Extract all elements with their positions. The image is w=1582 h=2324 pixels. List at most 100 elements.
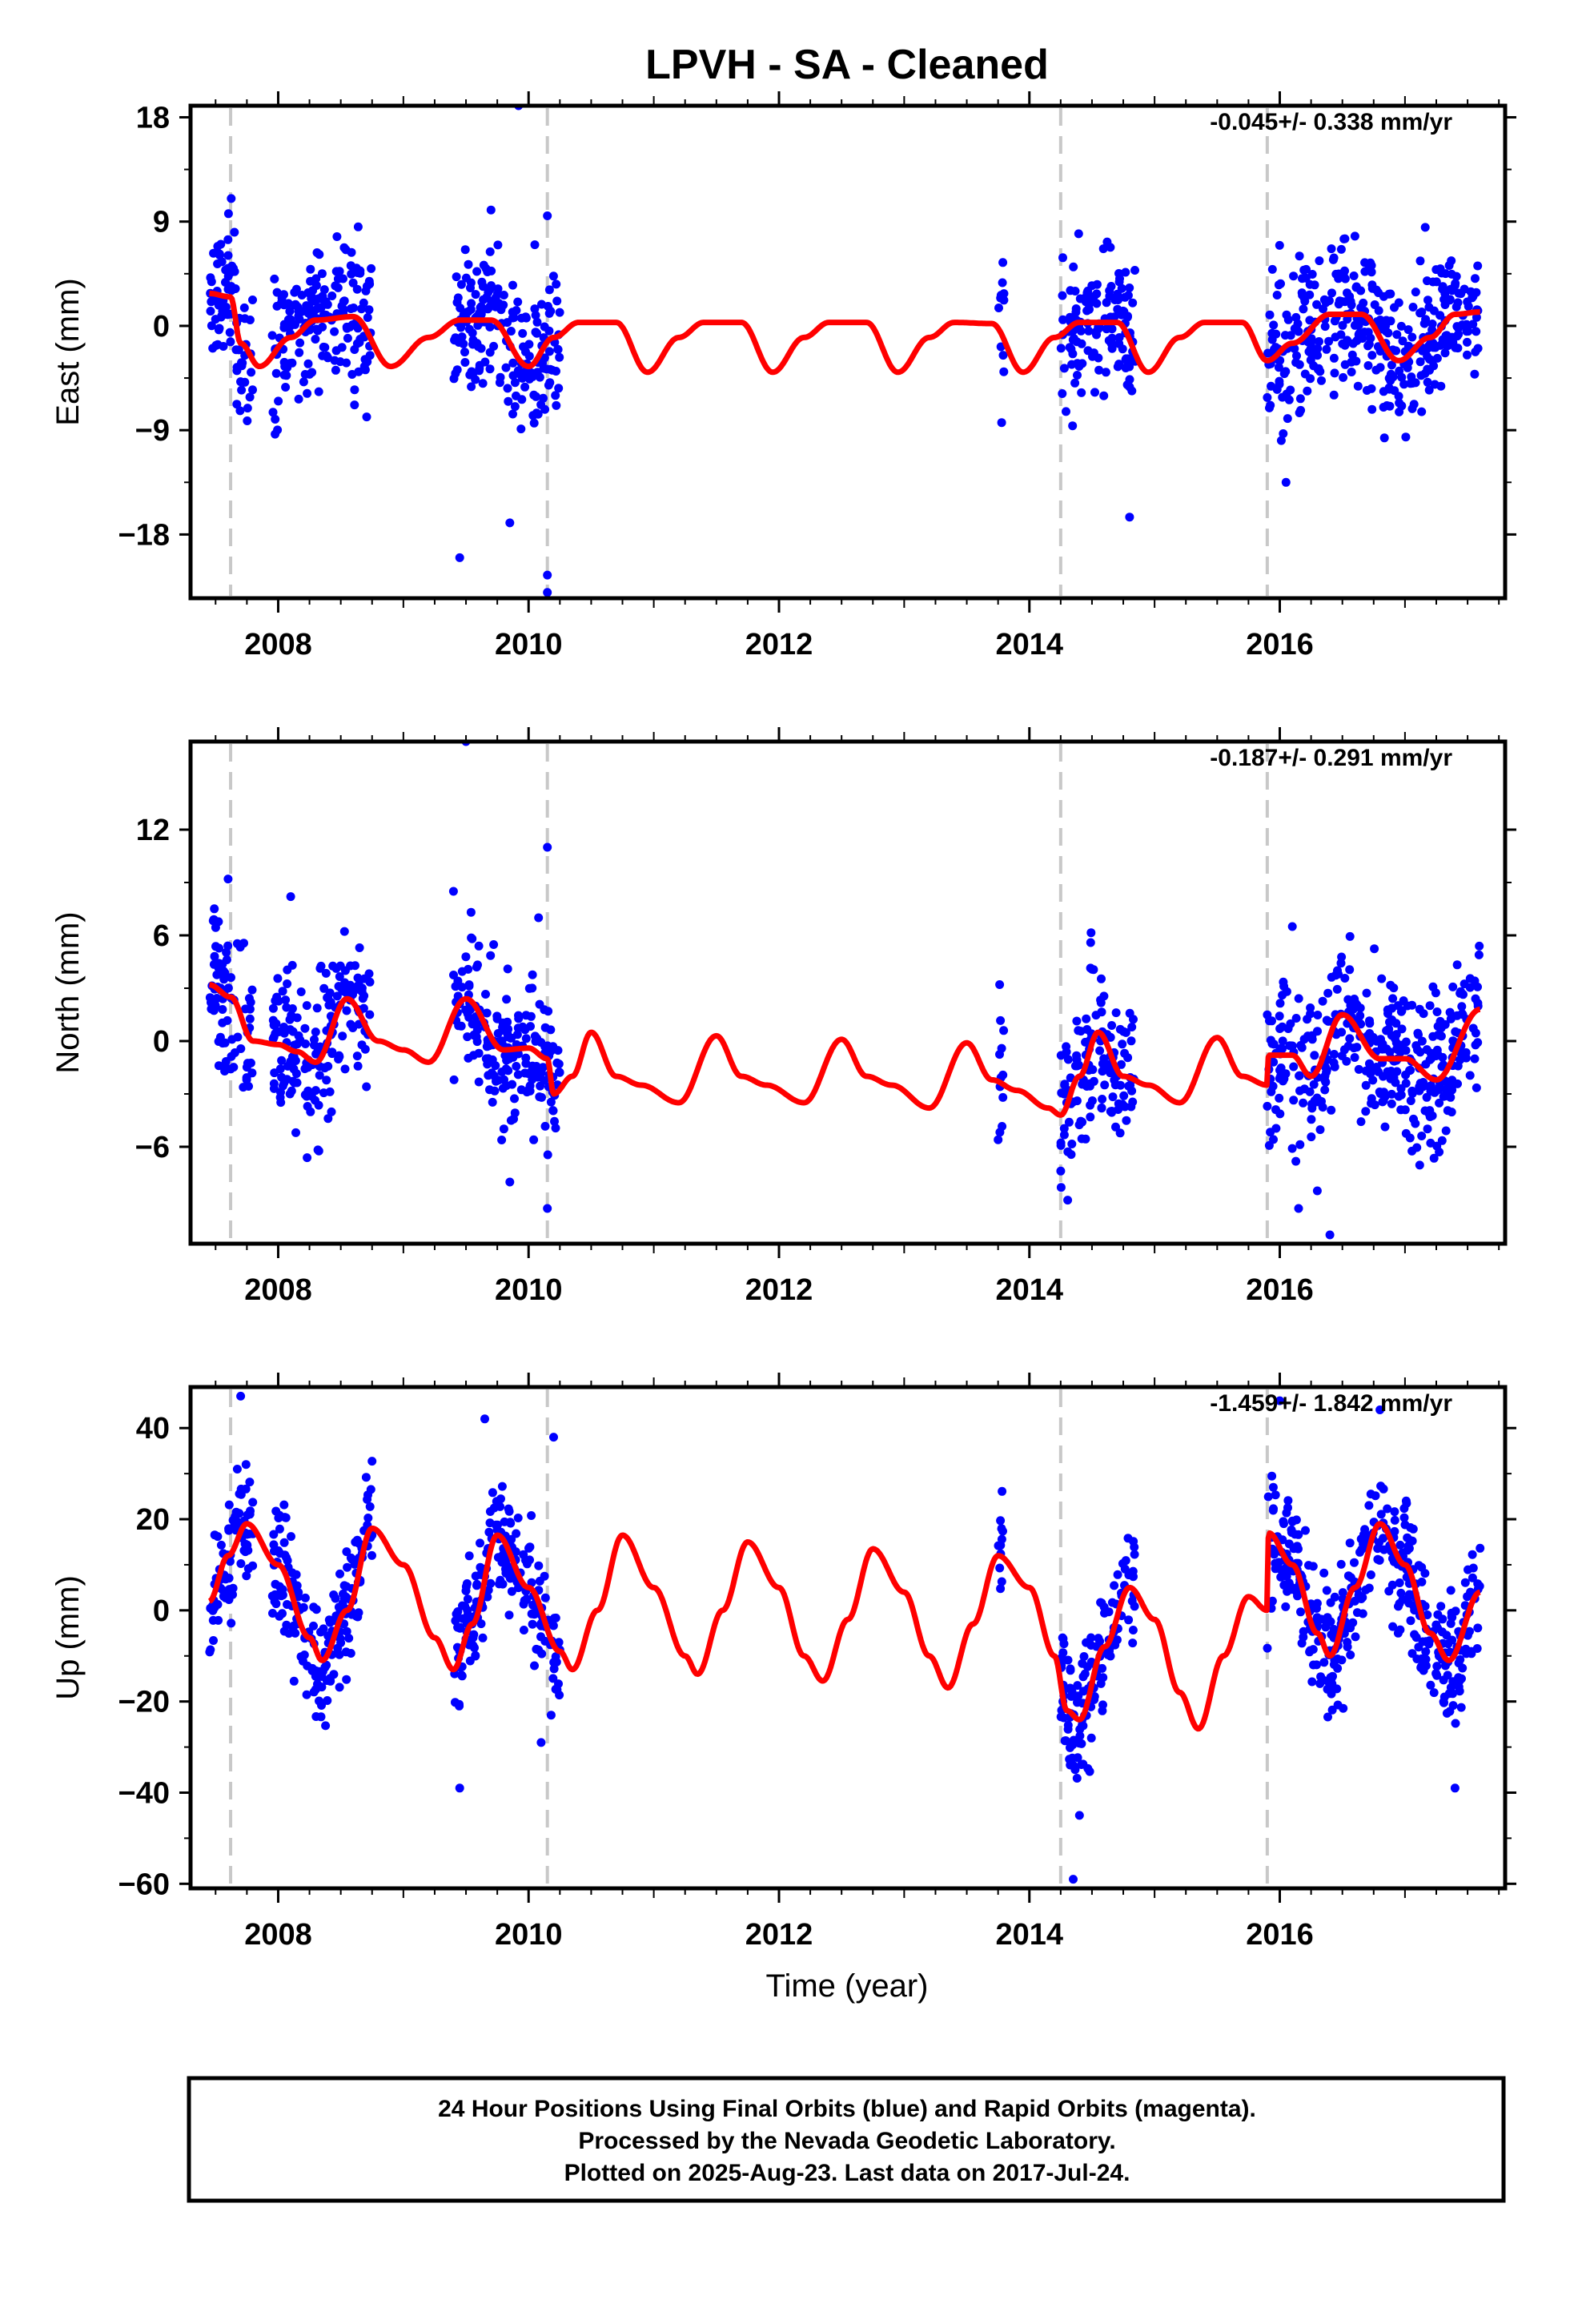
data-point (1312, 1186, 1322, 1196)
data-point (554, 1059, 564, 1069)
data-point (274, 396, 283, 406)
data-point (529, 1135, 539, 1144)
data-point (1070, 287, 1080, 296)
data-point (1424, 385, 1434, 395)
data-point (296, 1652, 306, 1662)
data-point (467, 299, 476, 308)
data-point (1345, 931, 1355, 941)
data-point (1346, 1623, 1355, 1633)
data-point (532, 317, 542, 327)
data-point (300, 1593, 310, 1602)
data-point (1425, 1001, 1435, 1011)
data-point (516, 424, 526, 434)
data-point (503, 1562, 512, 1571)
data-point (1321, 1077, 1331, 1087)
data-point (1436, 1031, 1446, 1041)
data-point (317, 1701, 326, 1710)
data-point (290, 1040, 299, 1050)
data-point (508, 409, 517, 419)
data-point (247, 1068, 257, 1078)
data-point (504, 1506, 514, 1516)
data-point (1420, 223, 1430, 232)
data-point (551, 1613, 560, 1622)
data-point (1128, 1638, 1138, 1648)
data-point (208, 1606, 218, 1615)
data-point (219, 975, 229, 984)
data-point (211, 1001, 220, 1011)
data-point (1408, 1524, 1418, 1534)
data-point (1058, 253, 1067, 263)
x-tick-label: 2012 (745, 628, 813, 661)
data-point (485, 364, 495, 374)
data-point (282, 371, 291, 380)
data-point (1301, 1526, 1310, 1535)
data-point (277, 293, 287, 303)
data-point (287, 358, 297, 368)
data-point (1433, 1610, 1443, 1619)
data-point (1385, 401, 1395, 411)
data-point (1382, 1026, 1391, 1035)
data-point (512, 1062, 521, 1071)
data-point (1315, 1125, 1325, 1135)
data-point (290, 287, 299, 297)
data-point (1472, 287, 1481, 297)
y-axis-title: East (mm) (50, 278, 86, 425)
data-point (245, 316, 255, 324)
data-point (548, 1674, 558, 1683)
data-point (471, 1571, 480, 1581)
x-tick-label: 2010 (495, 1918, 563, 1952)
data-point (1312, 1614, 1322, 1624)
data-point (347, 269, 356, 279)
data-point (211, 923, 220, 932)
figure-title: LPVH - SA - Cleaned (645, 42, 1049, 88)
data-point (1121, 1556, 1130, 1566)
data-point (1408, 303, 1418, 312)
data-point (303, 1102, 312, 1111)
data-point (221, 1057, 231, 1066)
data-point (237, 385, 247, 395)
data-point (1345, 292, 1355, 301)
data-point (1452, 332, 1462, 341)
data-point (1295, 1140, 1305, 1149)
data-point (1082, 306, 1092, 316)
data-point (311, 1685, 320, 1695)
data-point (367, 263, 376, 273)
data-point (1472, 312, 1481, 322)
data-point (1125, 513, 1134, 522)
y-tick-label: 12 (136, 814, 170, 847)
data-point (1447, 256, 1456, 266)
data-point (1307, 1035, 1317, 1044)
data-point (482, 1008, 492, 1018)
data-point (223, 209, 233, 219)
data-point (516, 1085, 526, 1095)
data-point (1428, 982, 1438, 991)
data-point (1113, 1570, 1122, 1579)
data-point (1272, 291, 1282, 300)
data-point (363, 313, 372, 322)
data-point (232, 400, 242, 409)
data-point (1315, 256, 1324, 266)
data-point (1263, 1492, 1273, 1502)
data-point (1319, 1568, 1329, 1578)
data-point (524, 340, 534, 349)
data-point (1387, 1089, 1396, 1099)
data-point (1056, 1166, 1066, 1176)
data-point (1468, 1563, 1478, 1573)
data-point (502, 995, 512, 1004)
data-point (998, 278, 1007, 287)
data-point (1359, 298, 1368, 308)
data-point (206, 1645, 215, 1655)
y-tick-label: −40 (118, 1776, 170, 1810)
data-point (1447, 1076, 1457, 1085)
data-point (546, 1097, 556, 1107)
data-point (270, 274, 279, 283)
data-point (1367, 404, 1377, 414)
data-point (1110, 1076, 1119, 1085)
data-point (497, 1482, 507, 1491)
data-point (1429, 361, 1439, 371)
data-point (214, 1061, 223, 1071)
data-point (325, 1087, 335, 1096)
data-point (1431, 277, 1441, 287)
data-point (1123, 1053, 1133, 1063)
data-point (999, 367, 1009, 376)
